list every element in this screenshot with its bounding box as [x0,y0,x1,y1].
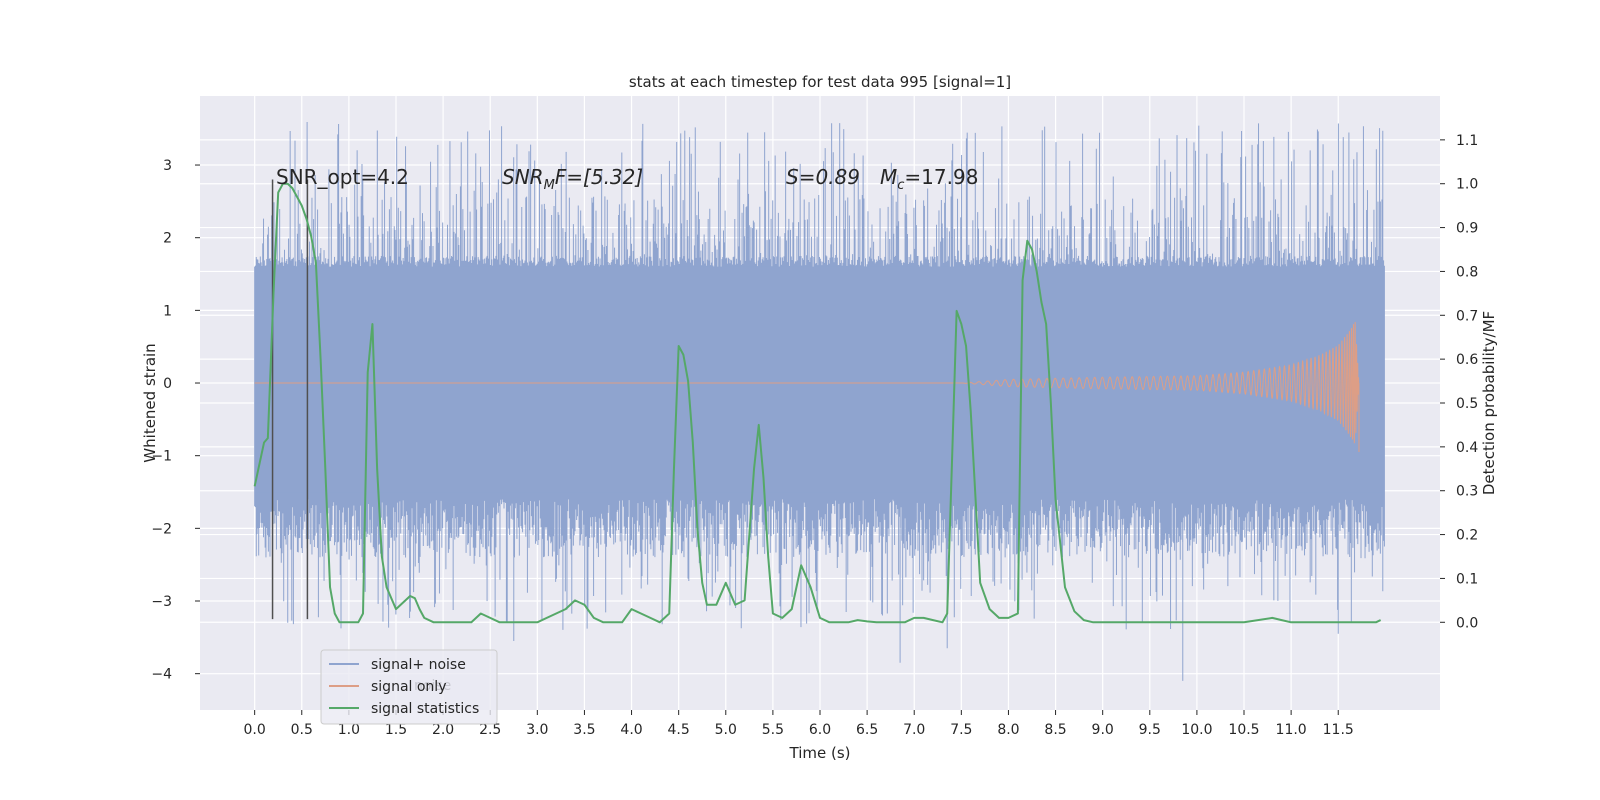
x-tick-label: 3.5 [573,722,595,738]
signal-statistics-line [253,182,1382,624]
annotation-snr-opt: SNR_opt=4.2 [276,165,409,189]
annotation-mc-rest: =17.98 [904,165,978,189]
y-right-tick-label: 1.0 [1456,177,1478,193]
y-axis-left-label: Whitened strain [141,343,159,462]
y-left-tick-label: 0 [163,376,172,392]
y-right-tick-label: 0.9 [1456,221,1478,237]
legend-ghost-text: noise [414,678,451,694]
x-tick-label: 7.5 [950,722,972,738]
y-left-tick-label: 1 [163,303,172,319]
x-tick-label: 1.0 [338,722,360,738]
annotation-s-value: S=0.89 [786,165,860,189]
x-tick-label: 4.0 [620,722,642,738]
annotation-mc-main: M [880,165,897,189]
annotation-snr-mf-rest: F=[5.32] [555,165,643,189]
y-right-tick-label: 0.7 [1456,308,1478,324]
legend-label-signal-statistics: signal statistics [371,701,479,717]
legend: noise signal+ noise signal only signal s… [320,649,498,725]
x-tick-label: 7.0 [903,722,925,738]
x-tick-label: 6.0 [809,722,831,738]
y-right-tick-label: 0.1 [1456,571,1478,587]
x-tick-label: 10.0 [1181,722,1212,738]
y-right-tick-label: 0.2 [1456,528,1478,544]
y-left-tick-label: −3 [151,594,172,610]
y-right-tick-label: 1.1 [1456,133,1478,149]
y-right-tick-label: 0.0 [1456,615,1478,631]
annotation-snr-mf-main: SNR [502,165,544,189]
annotation-snr-mf: SNRMF=[5.32] [502,165,643,193]
x-tick-label: 11.0 [1276,722,1307,738]
annotation-snr-mf-sub: M [544,178,555,193]
y-left-tick-label: −4 [151,667,172,683]
signal-noise-series [254,122,1385,681]
x-tick-label: 8.5 [1044,722,1066,738]
x-tick-label: 11.5 [1323,722,1354,738]
y-axis-left-ticks: 3 2 1 0 −1 −2 −3 −4 [151,158,200,683]
signal-only-series [254,321,1360,453]
legend-label-signal-only: signal only [371,679,446,695]
legend-label-signal-noise: signal+ noise [371,657,466,673]
signal-only-trace [254,321,1360,453]
x-tick-label: 0.5 [291,722,313,738]
signal-noise-body [254,266,1385,493]
x-tick-label: 3.0 [526,722,548,738]
y-left-tick-label: 2 [163,231,172,247]
x-tick-label: 0.0 [244,722,266,738]
x-tick-label: 8.0 [997,722,1019,738]
x-tick-label: 6.5 [856,722,878,738]
x-tick-label: 5.5 [762,722,784,738]
x-tick-label: 9.0 [1092,722,1114,738]
annotation-mc-sub: c [897,178,904,193]
y-right-tick-label: 0.4 [1456,440,1478,456]
y-left-tick-label: −1 [151,449,172,465]
y-right-tick-label: 0.6 [1456,352,1478,368]
x-tick-label: 5.0 [715,722,737,738]
signal-statistics-series [253,182,1382,624]
y-right-tick-label: 0.8 [1456,264,1478,280]
x-tick-label: 4.5 [668,722,690,738]
x-tick-label: 9.5 [1139,722,1161,738]
y-right-tick-label: 0.5 [1456,396,1478,412]
y-right-tick-label: 0.3 [1456,484,1478,500]
chart-title: stats at each timestep for test data 995… [629,73,1011,91]
y-axis-right-label: Detection probability/MF [1480,311,1498,495]
x-axis-label: Time (s) [789,744,851,762]
y-left-tick-label: 3 [163,158,172,174]
x-tick-label: 10.5 [1228,722,1259,738]
y-axis-right-ticks: 1.1 1.0 0.9 0.8 0.7 0.6 0.5 0.4 0.3 0.2 0.1 0.0 [1440,133,1478,631]
x-tick-label: 1.5 [385,722,407,738]
legend-box [320,649,498,725]
x-tick-label: 2.0 [432,722,454,738]
x-tick-label: 2.5 [479,722,501,738]
annotation-mc: Mc=17.98 [880,165,978,193]
y-left-tick-label: −2 [151,521,172,537]
x-axis-ticks: 0.0 0.5 1.0 1.5 2.0 2.5 3.0 3.5 4.0 4.5 5.0 5.5 6.0 6… [244,710,1354,738]
vertical-markers [271,179,309,620]
